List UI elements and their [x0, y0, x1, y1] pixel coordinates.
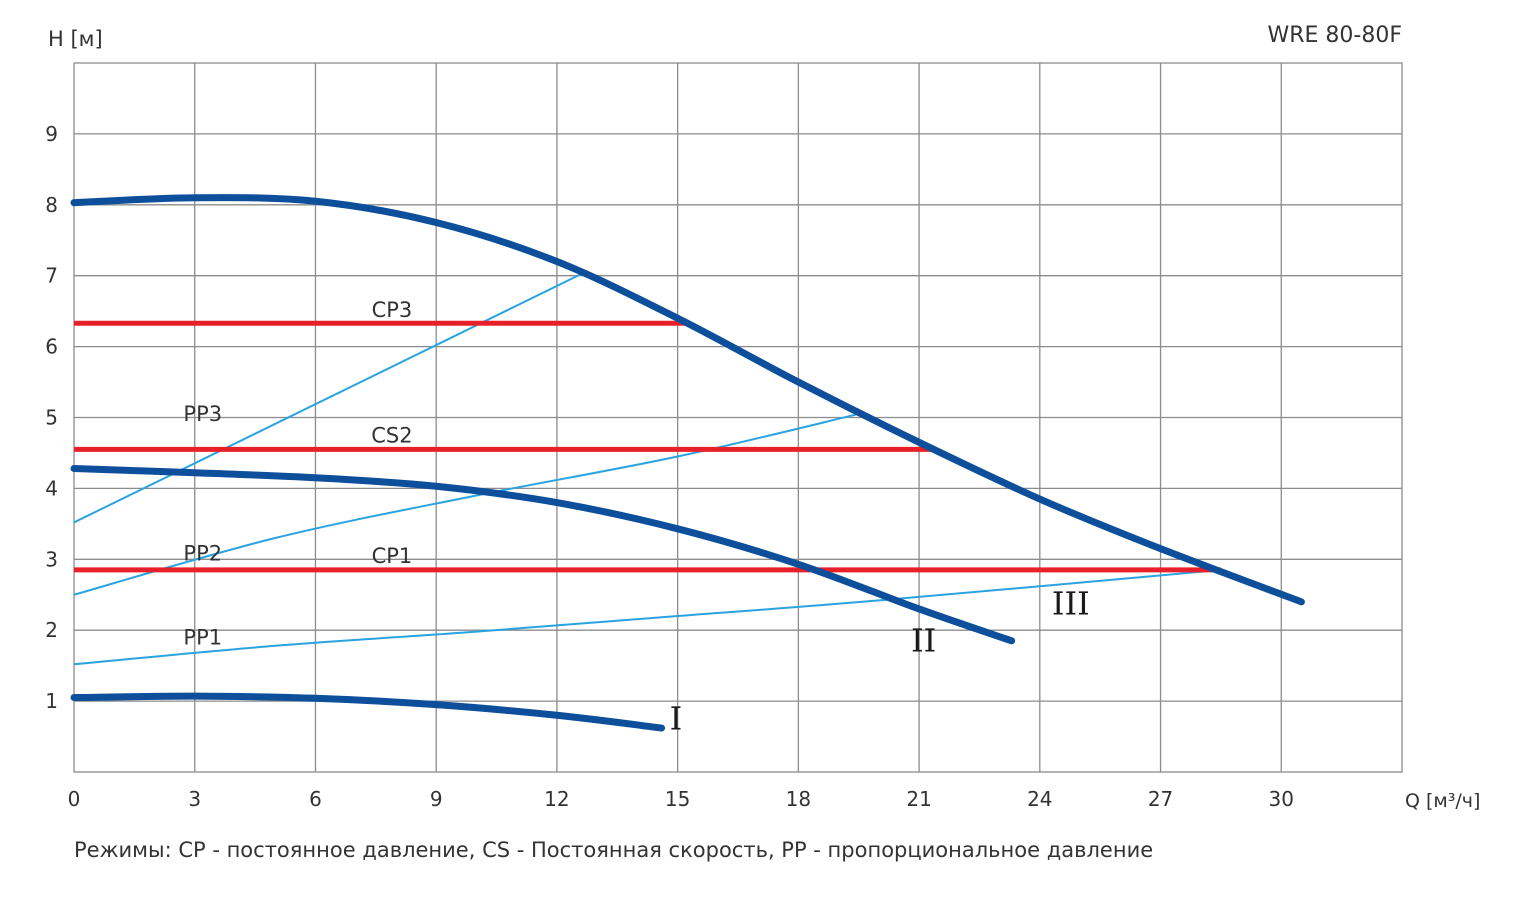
y-tick-label: 9	[45, 122, 58, 146]
x-tick-label: 21	[906, 787, 931, 811]
chart-title: WRE 80-80F	[1267, 23, 1402, 48]
x-tick-label: 18	[786, 787, 811, 811]
y-tick-label: 1	[45, 689, 58, 713]
y-tick-label: 6	[45, 335, 58, 359]
label-layer: 3 6 9 12 15 18 21 24 27 30123456789IIIIIICP3CS2CP…	[45, 122, 1294, 811]
x-tick-label: 27	[1148, 787, 1173, 811]
x-origin-label: 0	[68, 787, 81, 811]
grid	[73, 62, 1403, 773]
series-label-pp3: PP3	[183, 402, 222, 426]
series-label-pp1: PP1	[183, 625, 222, 649]
series-label-iii: III	[1052, 585, 1090, 623]
series-line-iii	[70, 194, 1305, 606]
y-axis-label: H [м]	[48, 27, 103, 51]
x-tick-label: 24	[1027, 787, 1052, 811]
series-label-pp2: PP2	[183, 542, 222, 566]
x-tick-label: 9	[430, 787, 443, 811]
x-tick-label: 6	[309, 787, 322, 811]
y-tick-label: 4	[45, 476, 58, 500]
series-line-i	[70, 692, 666, 732]
y-tick-label: 3	[45, 547, 58, 571]
series-line-ii	[70, 465, 1016, 645]
series-label-ii: II	[911, 621, 936, 659]
y-tick-label: 5	[45, 406, 58, 430]
series-line-pp1	[73, 568, 1221, 666]
x-tick-label: 15	[665, 787, 690, 811]
modes-legend-note: Режимы: CP - постоянное давление, CS - П…	[74, 838, 1154, 862]
x-tick-label: 3	[188, 787, 201, 811]
series-label-cp3: CP3	[372, 298, 413, 322]
x-tick-label: 12	[544, 787, 569, 811]
pump-curve-chart: 3 6 9 12 15 18 21 24 27 30123456789IIIIIICP3CS2CP…	[45, 23, 1480, 812]
y-tick-label: 7	[45, 264, 58, 288]
series-line-pp2	[73, 412, 859, 596]
x-tick-label: 30	[1269, 787, 1294, 811]
series-label-cs2: CS2	[371, 423, 412, 447]
y-tick-label: 2	[45, 618, 58, 642]
series-layer	[70, 194, 1305, 732]
series-label-i: I	[670, 699, 683, 737]
y-tick-label: 8	[45, 193, 58, 217]
x-axis-label: Q [м³/ч]	[1405, 790, 1480, 812]
series-label-cp1: CP1	[372, 544, 413, 568]
series-line-pp3	[73, 271, 586, 524]
